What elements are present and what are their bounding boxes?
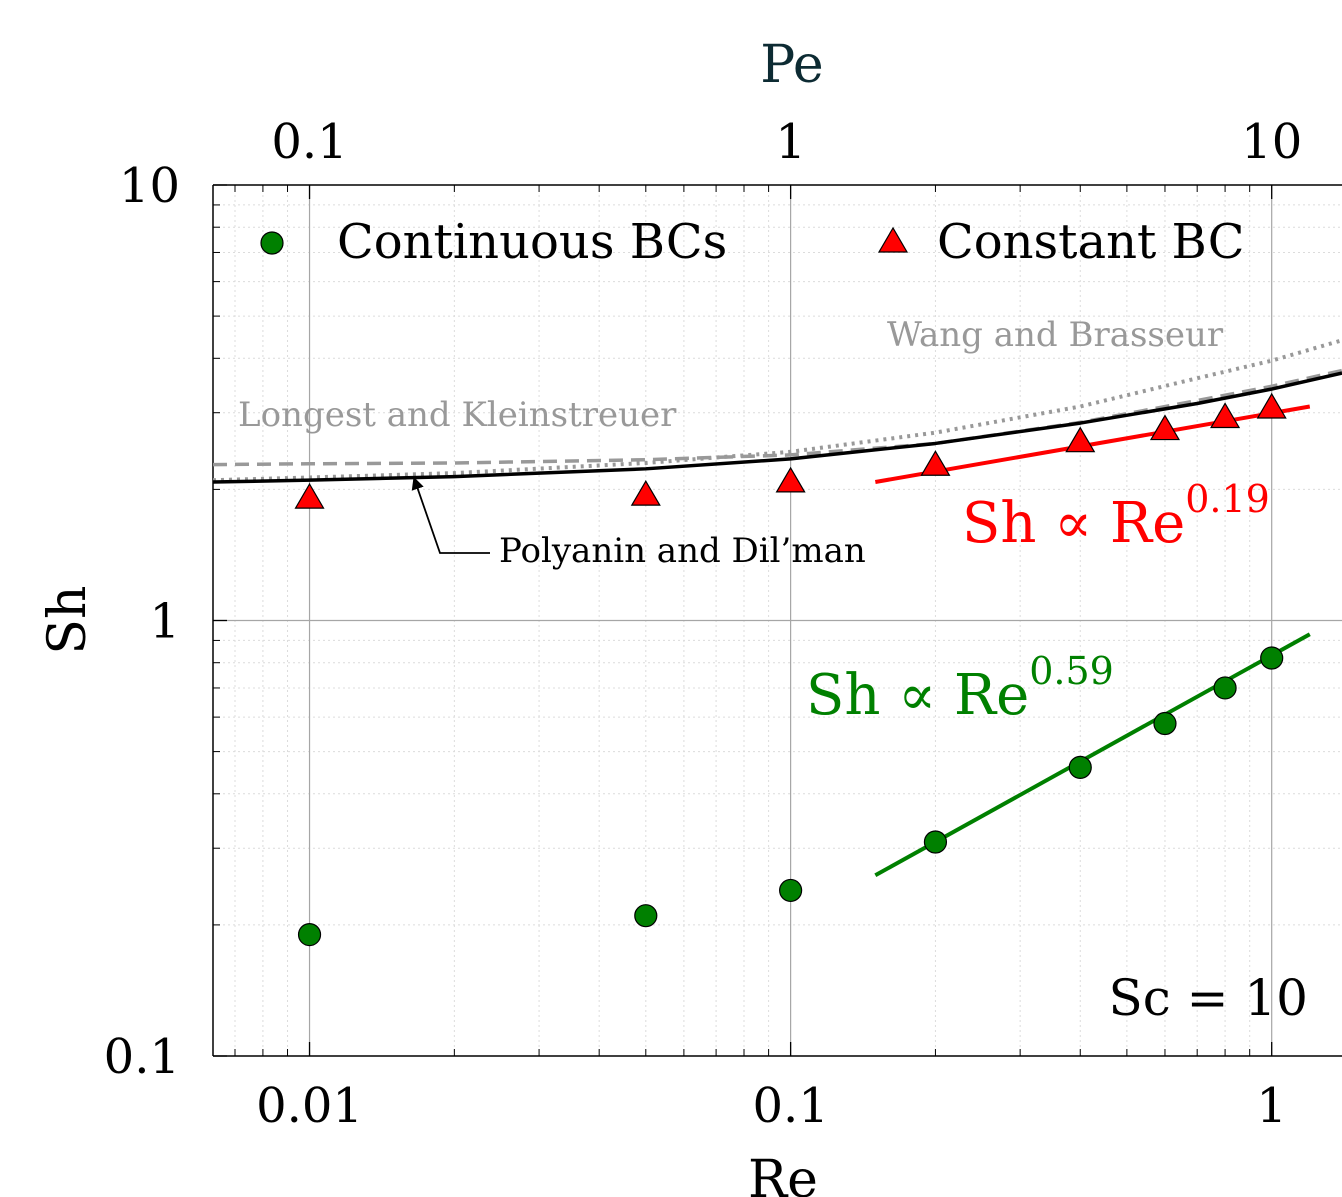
- reference-curves: [213, 338, 1342, 484]
- fit-label-constant: Sh ∝ Re0.19: [962, 477, 1270, 556]
- continuous-bc-point: [1260, 646, 1284, 670]
- x2-tick-label: 0.1: [271, 114, 347, 170]
- curve-label-longest: Longest and Kleinstreuer: [238, 395, 677, 435]
- data-markers: [294, 392, 1287, 947]
- constant-bc-point: [1256, 392, 1287, 419]
- tick-labels: 0.01 0.1 1 0.1 1 10 0.1 1 10: [104, 114, 1303, 1134]
- fit-label-continuous: Sh ∝ Re0.59: [806, 649, 1114, 728]
- constant-bc-point: [630, 479, 661, 506]
- continuous-bc-point: [779, 878, 803, 903]
- major-grid: [213, 185, 1342, 1056]
- tick-marks: [213, 184, 1273, 1057]
- x-tick-label: 0.1: [752, 1078, 828, 1134]
- legend-circle-icon: [260, 231, 284, 255]
- polyanin-leader-line: [411, 476, 490, 554]
- fit-label-continuous-main: Sh ∝ Re: [806, 663, 1029, 728]
- curve-label-wang: Wang and Brasseur: [887, 315, 1224, 355]
- y-axis-title: Sh: [38, 585, 98, 654]
- schmidt-number-annotation: Sc = 10: [1108, 969, 1308, 1027]
- polyanin-curve: [213, 371, 1342, 484]
- constant-bc-point: [775, 466, 806, 493]
- fit-lines: [874, 404, 1311, 878]
- y-tick-label: 0.1: [104, 1029, 180, 1085]
- fit-label-constant-exponent: 0.19: [1185, 477, 1270, 521]
- constant-bc-point: [1210, 402, 1241, 429]
- wang-curve: [213, 338, 1342, 483]
- y-tick-label: 1: [149, 594, 180, 650]
- constant-bc-point: [1065, 426, 1096, 453]
- x2-tick-label: 1: [775, 114, 806, 170]
- legend-triangle-icon: [877, 226, 909, 253]
- legend-label-continuous: Continuous BCs: [337, 214, 727, 270]
- polyanin-annotation: Polyanin and Dil’man: [411, 476, 866, 571]
- x-tick-label: 0.01: [256, 1078, 363, 1134]
- x2-axis-title: Pe: [760, 35, 823, 95]
- legend-label-constant: Constant BC: [937, 214, 1244, 270]
- constant-bc-point: [920, 450, 951, 476]
- continuous-bc-point: [923, 830, 948, 854]
- continuous-fit-line: [874, 632, 1311, 878]
- longest-curve: [213, 368, 1342, 467]
- curve-label-polyanin: Polyanin and Dil’man: [499, 531, 866, 571]
- constant-bc-point: [294, 482, 325, 509]
- legend: Continuous BCs Constant BC: [260, 214, 1244, 270]
- continuous-bc-point: [1068, 755, 1092, 779]
- fit-label-constant-main: Sh ∝ Re: [962, 491, 1185, 556]
- x2-tick-label: 10: [1241, 114, 1302, 170]
- constant-bc-point: [1149, 414, 1181, 441]
- y-tick-label: 10: [119, 158, 180, 214]
- fit-label-continuous-exponent: 0.59: [1029, 649, 1114, 693]
- x-tick-label: 1: [1256, 1078, 1287, 1134]
- continuous-bc-point: [1153, 711, 1177, 736]
- continuous-bc-point: [297, 923, 322, 947]
- continuous-bc-point: [1213, 676, 1237, 700]
- continuous-bc-point: [634, 904, 658, 928]
- x-axis-title: Re: [748, 1150, 818, 1197]
- constant-fit-line: [874, 404, 1311, 484]
